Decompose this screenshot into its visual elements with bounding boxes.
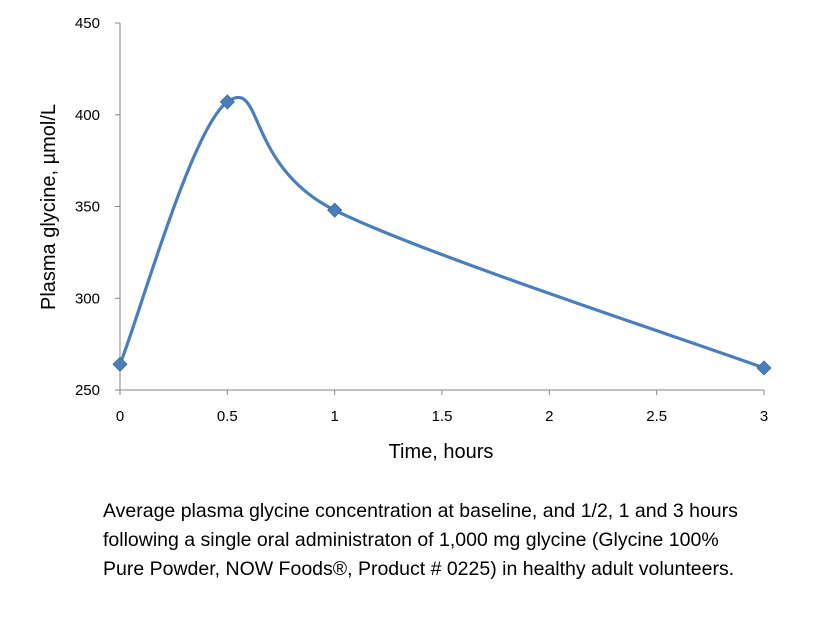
x-tick-labels: 0 0.5 1 1.5 2 2.5 3 bbox=[116, 408, 768, 425]
x-tick-label: 3 bbox=[760, 408, 768, 425]
series-layer bbox=[118, 95, 766, 370]
y-tick-labels: 250 300 350 400 450 bbox=[75, 15, 100, 399]
y-tick-label: 250 bbox=[75, 382, 100, 399]
series-line bbox=[118, 95, 766, 370]
figure-caption: Average plasma glycine concentration at … bbox=[103, 500, 738, 580]
line-chart: 250 300 350 400 450 0 0.5 1 1.5 2 2.5 3 Plasma gly… bbox=[38, 15, 772, 463]
y-tick-label: 450 bbox=[75, 15, 100, 32]
chart-area: 250 300 350 400 450 0 0.5 1 1.5 2 2.5 3 Plasma gly… bbox=[38, 15, 772, 463]
x-tick-label: 2.5 bbox=[646, 408, 667, 425]
x-axis-title: Time, hours bbox=[389, 441, 494, 463]
axes bbox=[115, 22, 765, 395]
data-point-marker bbox=[327, 202, 343, 218]
y-tick-label: 400 bbox=[75, 107, 100, 124]
data-point-marker bbox=[219, 94, 235, 110]
x-tick-label: 1 bbox=[330, 408, 338, 425]
data-point-marker bbox=[756, 360, 772, 376]
y-axis-title: Plasma glycine, µmol/L bbox=[38, 104, 60, 310]
markers-layer bbox=[112, 94, 772, 376]
x-tick-label: 0.5 bbox=[217, 408, 238, 425]
x-tick-label: 2 bbox=[545, 408, 553, 425]
y-tick-label: 350 bbox=[75, 199, 100, 216]
x-tick-label: 0 bbox=[116, 408, 124, 425]
data-point-marker bbox=[112, 356, 128, 372]
x-tick-label: 1.5 bbox=[432, 408, 453, 425]
y-tick-label: 300 bbox=[75, 290, 100, 307]
